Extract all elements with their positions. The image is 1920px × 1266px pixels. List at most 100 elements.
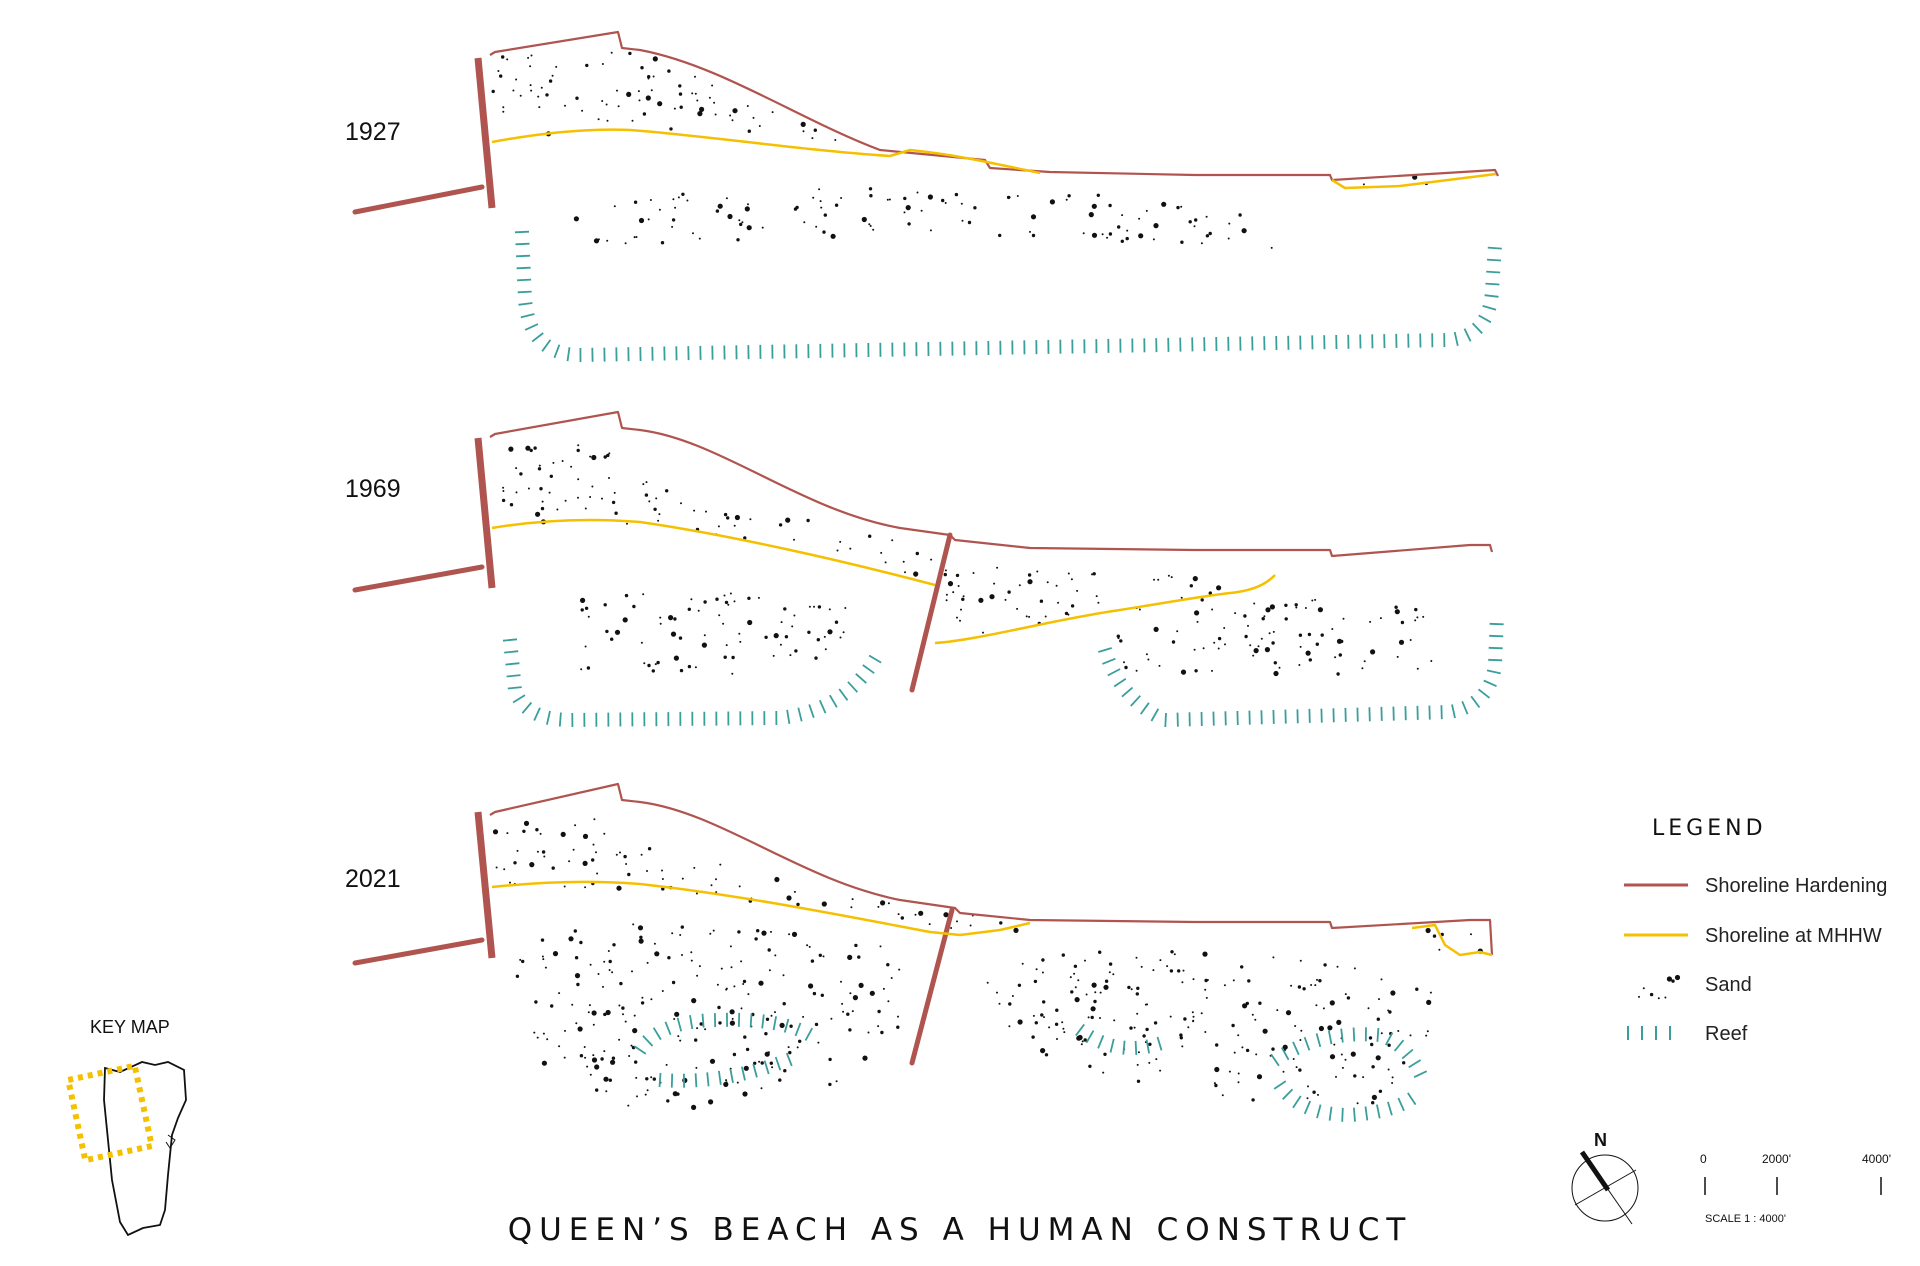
sand-dot <box>603 960 606 963</box>
sand-dot <box>719 863 722 866</box>
reef-tick <box>518 302 533 306</box>
sand-dot <box>627 872 631 877</box>
sand-dot <box>725 644 728 647</box>
sand-dot <box>1040 1013 1044 1017</box>
reef-tick <box>517 290 532 294</box>
sand-dot <box>1318 979 1322 983</box>
sand-dot <box>552 951 559 957</box>
sand-dot <box>1138 233 1144 239</box>
sand-dot <box>1243 614 1247 618</box>
sand-dot <box>614 629 621 635</box>
sand-dot <box>1415 987 1419 991</box>
sand-dot <box>834 139 837 141</box>
panel-1969: 1969 <box>345 410 1504 728</box>
sand-dot <box>1021 962 1024 965</box>
sand-dot <box>638 938 644 944</box>
sand-dot <box>1091 232 1098 238</box>
sand-dot <box>732 1052 737 1057</box>
sand-dot <box>1416 667 1419 670</box>
sand-dot <box>731 672 734 675</box>
sand-dot <box>691 92 694 95</box>
sand-dot <box>607 950 610 952</box>
sand-dot <box>580 668 583 671</box>
sand-dot <box>782 974 785 977</box>
reef-tick <box>1407 1092 1417 1106</box>
sand-dot <box>1135 956 1138 959</box>
legend-label-hardening: Shoreline Hardening <box>1705 875 1887 897</box>
sand-area-1969-beach <box>501 444 933 577</box>
sand-dot <box>839 540 842 543</box>
sand-dot <box>568 860 571 863</box>
year-label-2021: 2021 <box>345 865 401 893</box>
sand-dot <box>1030 214 1037 220</box>
sand-dot <box>1664 996 1667 999</box>
sand-dot <box>744 206 750 212</box>
sand-dot <box>1376 1017 1381 1021</box>
sand-dot <box>616 89 618 92</box>
sand-dot <box>1208 231 1212 236</box>
sand-dot <box>1378 1089 1383 1094</box>
sand-dot <box>710 884 713 887</box>
sand-dot <box>1356 1102 1359 1105</box>
sand-dot <box>1425 927 1431 934</box>
sand-dot <box>548 79 553 83</box>
sand-dot <box>868 223 871 226</box>
sand-dot <box>1007 590 1011 594</box>
sand-dot <box>508 446 514 452</box>
sand-dot <box>972 572 975 574</box>
reef-tick <box>1487 246 1502 250</box>
sand-dot <box>647 77 650 80</box>
sand-dot <box>1098 950 1102 954</box>
reef-tick <box>553 344 561 359</box>
sand-dot <box>681 877 684 880</box>
sand-dot <box>1049 199 1055 205</box>
reef-tick <box>729 1068 734 1083</box>
sand-dot <box>1310 984 1313 986</box>
sand-dot <box>742 979 747 984</box>
sand-dot <box>999 921 1003 925</box>
sand-dot <box>1135 669 1138 672</box>
sand-dot <box>1065 198 1068 201</box>
sand-dot <box>1136 1079 1141 1084</box>
sand-dot <box>686 199 689 202</box>
sand-dot <box>1302 987 1306 991</box>
sand-dot <box>1159 1069 1162 1072</box>
sand-dot <box>708 1099 714 1105</box>
sand-dot <box>1094 991 1097 994</box>
sand-dot <box>579 940 583 945</box>
sand-dot <box>1101 233 1104 236</box>
sand-dot <box>1304 607 1307 609</box>
sand-dot <box>1159 959 1162 962</box>
sand-dot <box>718 614 721 617</box>
sand-dot <box>495 866 498 869</box>
sand-dot <box>1076 589 1079 592</box>
sand-dot <box>897 913 900 916</box>
sand-dot <box>806 518 810 523</box>
sand-dot <box>534 1000 538 1004</box>
reef-tick <box>1109 1038 1115 1053</box>
sand-dot <box>701 642 708 648</box>
sand-dot <box>715 878 717 881</box>
sand-dot <box>1298 664 1301 666</box>
sand-dot <box>546 1038 549 1041</box>
sand-dot <box>1214 1066 1220 1073</box>
sand-dot <box>1167 574 1170 577</box>
sand-dot <box>1253 648 1259 654</box>
sand-dot <box>624 242 627 245</box>
sand-dot <box>593 238 600 244</box>
sand-dot <box>993 582 996 585</box>
sand-dot <box>1091 573 1093 576</box>
sand-dot <box>591 858 595 862</box>
sand-dot <box>722 622 725 625</box>
sand-dot <box>592 1023 595 1026</box>
sand-dot <box>656 660 660 665</box>
sand-dot <box>769 1061 773 1065</box>
sand-dot <box>1223 627 1226 629</box>
sand-dot <box>852 995 859 1001</box>
reef-tick <box>1102 657 1116 665</box>
sand-dot <box>1251 1098 1255 1102</box>
sand-dot <box>1297 985 1302 989</box>
sand-dot <box>848 1028 852 1032</box>
sand-dot <box>900 916 904 920</box>
sand-dot <box>1400 620 1405 625</box>
